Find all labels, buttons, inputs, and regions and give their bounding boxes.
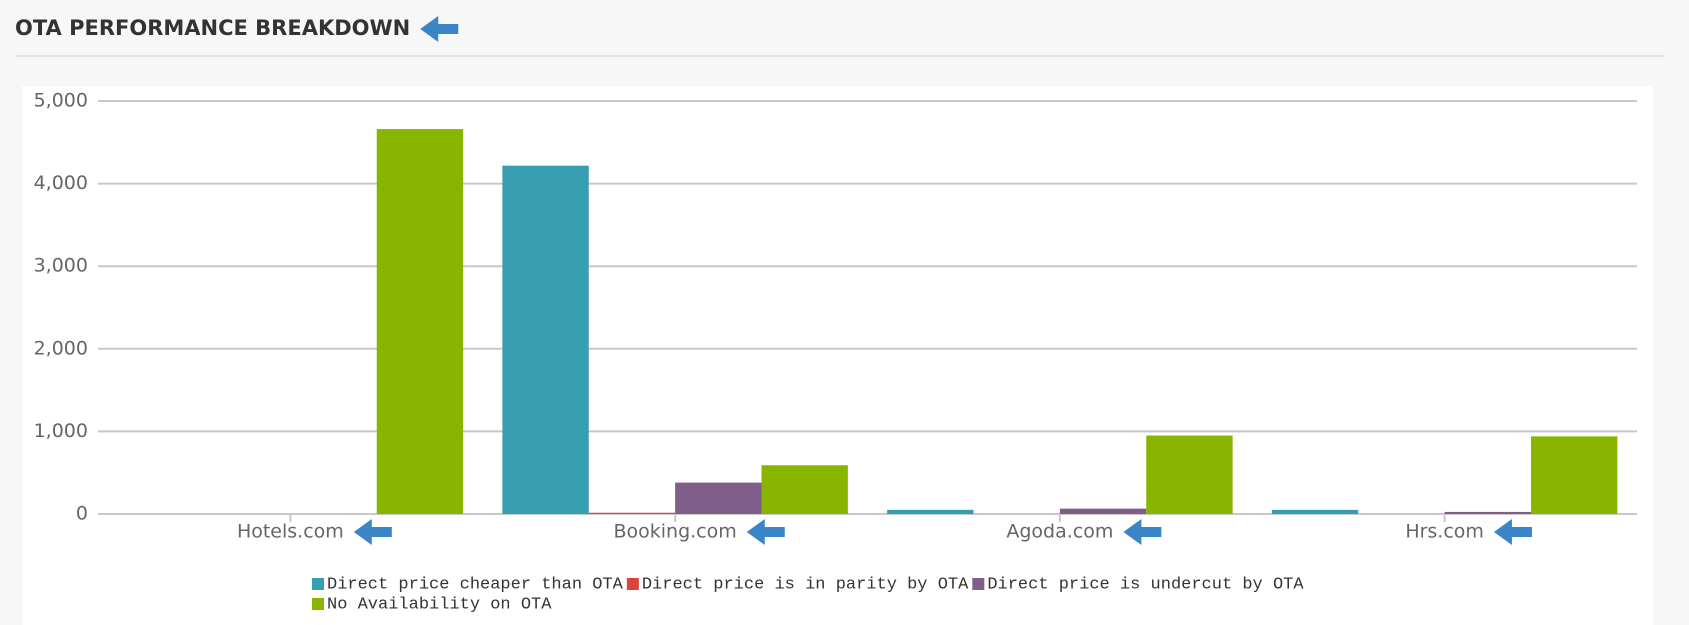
bar: [588, 512, 676, 514]
legend-swatch: [626, 578, 639, 590]
bar: [1059, 508, 1147, 514]
x-tick-label: Hotels.com: [237, 521, 344, 543]
x-tick-label: Booking.com: [613, 521, 736, 543]
legend-swatch: [312, 578, 324, 590]
x-tick-label: Hrs.com: [1405, 521, 1484, 543]
y-tick-label: 4,000: [34, 172, 88, 194]
bar: [675, 482, 762, 514]
arrow-icon: [420, 16, 459, 42]
bar: [376, 129, 464, 515]
legend-label: Direct price is undercut by OTA: [987, 575, 1304, 594]
chart-panel: [22, 86, 1653, 625]
y-tick-label: 0: [76, 503, 88, 525]
bar: [887, 509, 974, 514]
y-tick-label: 1,000: [34, 420, 88, 442]
arrow-icon: [746, 519, 785, 545]
arrow-icon: [353, 519, 392, 545]
legend-label: Direct price is in parity by OTA: [642, 575, 969, 594]
bar: [761, 465, 848, 514]
y-tick-label: 2,000: [34, 337, 88, 359]
bar: [1444, 511, 1532, 514]
legend-swatch: [972, 578, 985, 590]
bar: [1146, 435, 1233, 514]
bar: [1271, 509, 1359, 514]
y-tick-label: 5,000: [34, 90, 88, 112]
legend-label: Direct price cheaper than OTA: [327, 575, 624, 594]
legend-label: No Availability on OTA: [327, 595, 552, 614]
page-title: OTA PERFORMANCE BREAKDOWN: [15, 16, 410, 40]
bar: [502, 165, 589, 515]
legend-swatch: [312, 598, 324, 610]
arrow-icon: [1493, 519, 1532, 545]
arrow-icon: [1123, 519, 1162, 545]
x-tick-label: Agoda.com: [1006, 521, 1113, 543]
y-tick-label: 3,000: [34, 255, 88, 277]
bar: [1531, 436, 1618, 514]
